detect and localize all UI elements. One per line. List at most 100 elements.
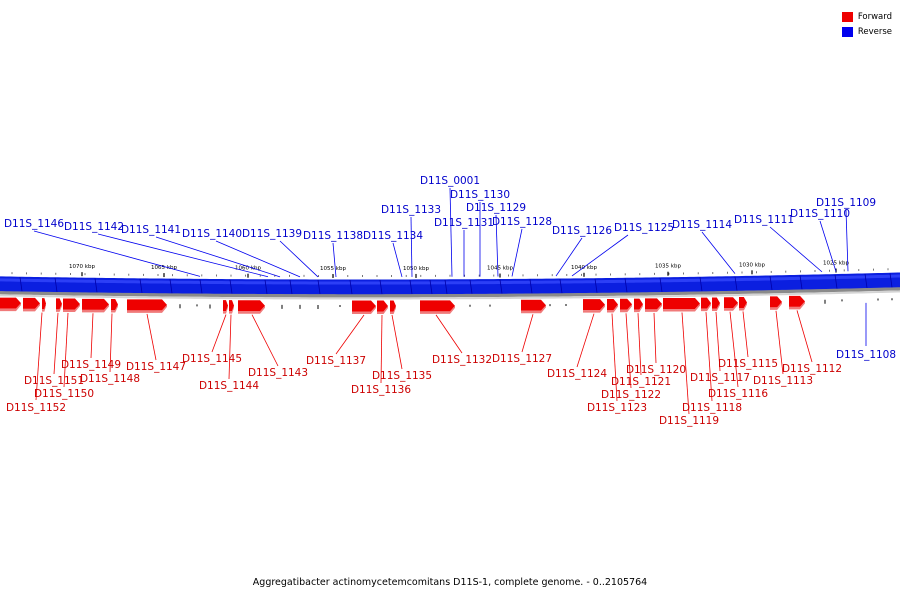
- forward-gene-label: D11S_1112: [782, 363, 842, 375]
- forward-gene-label: D11S_1120: [626, 364, 686, 376]
- reverse-gene-boundary: [379, 279, 383, 295]
- forward-gene-arrow: [238, 300, 265, 312]
- forward-gene-label: D11S_1135: [372, 370, 432, 382]
- forward-gene-arrow: [377, 300, 388, 312]
- reverse-leader-line: [769, 226, 823, 273]
- reverse-gene-boundary: [317, 279, 321, 295]
- forward-gene-shadow: [377, 305, 388, 314]
- forward-gene-label: D11S_1137: [306, 355, 366, 367]
- reverse-gene-label: D11S_1125: [614, 222, 674, 234]
- reverse-gene-boundary: [799, 275, 803, 290]
- reverse-gene-label: D11S_1138: [303, 230, 363, 242]
- reverse-gene-label: D11S_1131: [434, 217, 494, 229]
- forward-leader-line: [796, 310, 813, 363]
- reverse-gene-boundary: [264, 279, 268, 294]
- forward-gene-arrow: [607, 298, 618, 310]
- reverse-gene-label: D11S_1111: [734, 214, 794, 226]
- forward-gene-arrow: [42, 298, 46, 310]
- scale-label: 1070 kbp: [69, 264, 95, 270]
- forward-leader-line: [611, 313, 618, 402]
- legend-label-forward: Forward: [857, 11, 892, 22]
- forward-gene-label: D11S_1147: [126, 361, 186, 373]
- forward-leader-line: [681, 312, 690, 415]
- forward-gene-shadow: [607, 304, 618, 313]
- forward-gene-label: D11S_1124: [547, 368, 607, 380]
- forward-leader-line: [35, 312, 43, 401]
- forward-gene-shadow: [724, 302, 738, 311]
- reverse-gene-boundary: [734, 276, 738, 291]
- reverse-gene-label: D11S_1126: [552, 225, 612, 237]
- forward-gene-shadow: [23, 303, 40, 312]
- forward-swatch: [841, 11, 853, 22]
- reverse-gene-boundary: [139, 278, 143, 293]
- forward-gene-shadow: [620, 304, 632, 313]
- forward-leader-line: [637, 313, 642, 376]
- reverse-gene-label: D11S_1146: [4, 218, 64, 230]
- forward-leader-line: [53, 312, 59, 375]
- forward-gene-label: D11S_1119: [659, 415, 719, 427]
- reverse-gene-boundary: [594, 278, 598, 293]
- forward-gene-shadow: [701, 303, 711, 312]
- scale-label: 1025 kbp: [823, 261, 849, 267]
- forward-gene-label: D11S_1143: [248, 367, 308, 379]
- reverse-gene-boundary: [409, 279, 413, 294]
- forward-gene-arrow: [390, 300, 396, 312]
- forward-leader-line: [391, 314, 403, 370]
- forward-gene-shadow: [63, 304, 80, 313]
- forward-gene-label: D11S_1152: [6, 402, 66, 414]
- legend-item-forward: Forward: [841, 9, 892, 24]
- forward-leader-line: [435, 314, 463, 354]
- forward-gene-label: D11S_1123: [587, 402, 647, 414]
- reverse-leader-line: [279, 240, 319, 278]
- forward-leader-line: [63, 312, 69, 388]
- forward-gene-arrow: [223, 300, 228, 312]
- backbone-line: [0, 287, 900, 298]
- forward-gene-arrow: [63, 298, 80, 310]
- forward-gene-arrow: [620, 298, 632, 310]
- forward-gene-label: D11S_1117: [690, 372, 750, 384]
- reverse-gene-label: D11S_1109: [816, 197, 876, 209]
- forward-gene-shadow: [770, 301, 782, 310]
- reverse-gene-label: D11S_1114: [672, 219, 732, 231]
- scale-label: 1060 kbp: [235, 266, 261, 272]
- reverse-leader-line: [511, 228, 523, 277]
- reverse-gene-boundary: [229, 279, 233, 294]
- forward-gene-arrow: [724, 297, 738, 309]
- forward-gene-shadow: [712, 302, 720, 311]
- forward-leader-line: [576, 313, 595, 368]
- reverse-leader-line: [332, 242, 337, 278]
- forward-leader-line: [705, 312, 713, 402]
- forward-leader-line: [335, 314, 365, 355]
- reverse-gene-label: D11S_1140: [182, 228, 242, 240]
- forward-leader-line: [380, 314, 383, 384]
- forward-gene-arrow: [111, 299, 118, 311]
- forward-gene-label: D11S_1121: [611, 376, 671, 388]
- reverse-gene-label: D11S_1108: [836, 349, 896, 361]
- forward-gene-label: D11S_1132: [432, 354, 492, 366]
- forward-leader-line: [146, 313, 157, 361]
- forward-leader-line: [90, 313, 94, 359]
- reverse-gene-boundary: [289, 279, 293, 294]
- reverse-gene-label: D11S_0001: [420, 175, 480, 187]
- scale-label: 1045 kbp: [487, 266, 513, 272]
- forward-leader-line: [521, 314, 534, 353]
- forward-leader-line: [251, 314, 279, 367]
- forward-gene-arrow: [770, 296, 782, 308]
- forward-gene-shadow: [634, 304, 643, 313]
- forward-gene-label: D11S_1122: [601, 389, 661, 401]
- reverse-leader-line: [449, 187, 453, 277]
- forward-gene-arrow: [23, 297, 40, 309]
- forward-gene-label: D11S_1148: [80, 373, 140, 385]
- genome-backbone: [0, 272, 900, 300]
- reverse-gene-label: D11S_1110: [790, 208, 850, 220]
- forward-gene-shadow: [645, 303, 662, 312]
- forward-gene-label: D11S_1127: [492, 353, 552, 365]
- reverse-gene-boundary: [199, 279, 203, 294]
- forward-gene-shadow: [583, 304, 605, 313]
- reverse-gene-boundary: [624, 278, 628, 293]
- forward-gene-shadow: [0, 303, 21, 312]
- reverse-gene-boundary: [54, 277, 58, 292]
- forward-leader-line: [625, 313, 632, 389]
- reverse-gene-boundary: [559, 278, 563, 294]
- forward-leader-line: [775, 310, 784, 375]
